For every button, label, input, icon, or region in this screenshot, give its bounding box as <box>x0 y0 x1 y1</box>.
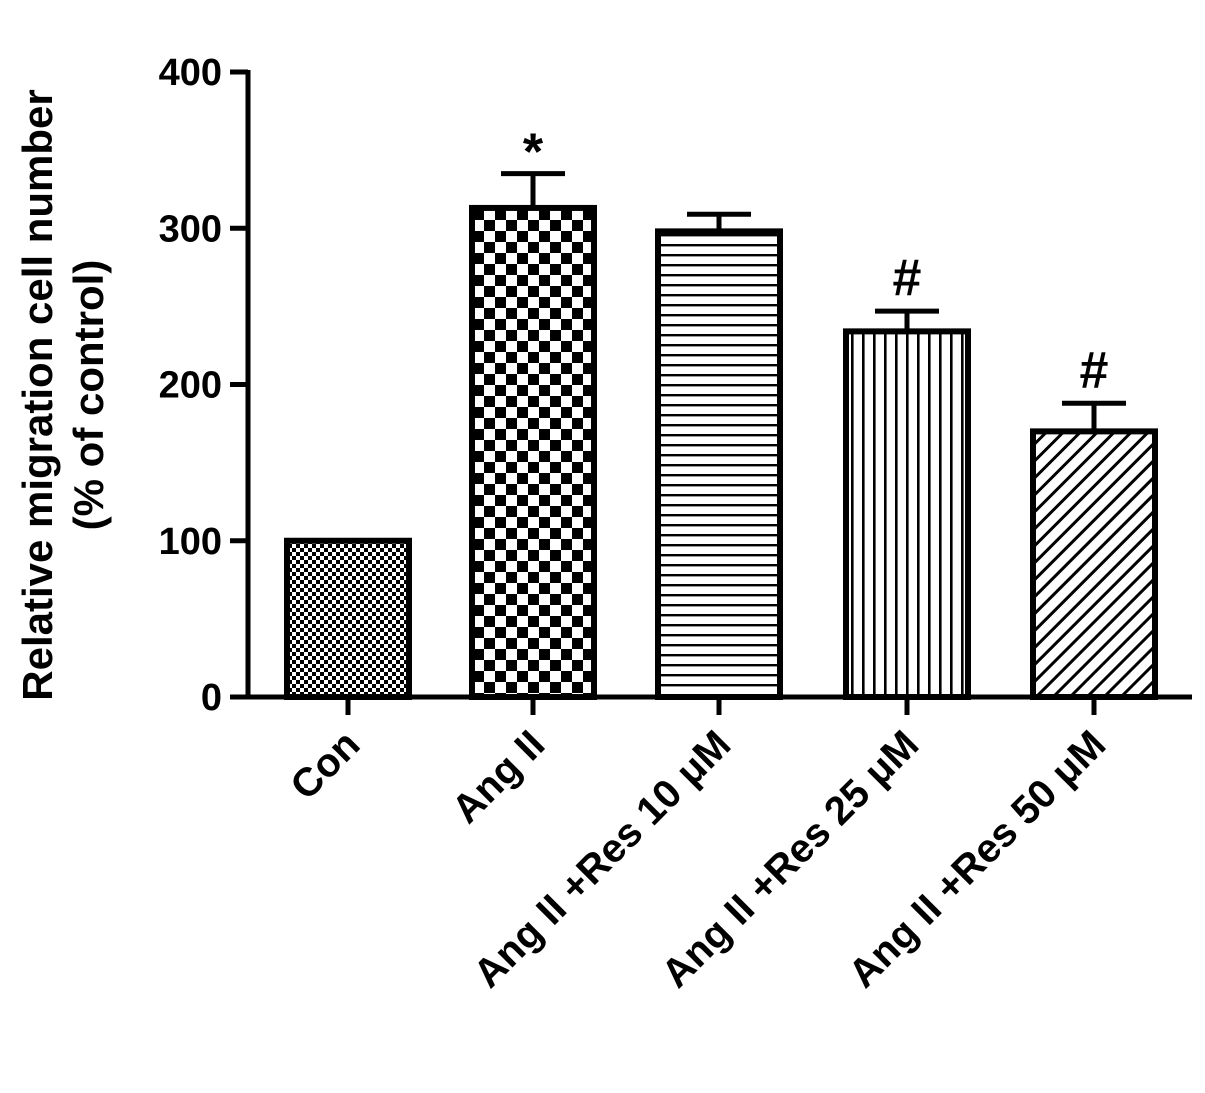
bar <box>1030 428 1158 700</box>
y-tick-label: 400 <box>159 52 222 94</box>
y-tick-label: 100 <box>159 521 222 563</box>
bars <box>284 204 1158 700</box>
error-bars <box>501 171 1126 432</box>
bar <box>284 537 412 700</box>
annotations: * # # <box>523 124 1109 400</box>
y-tick-label: 0 <box>201 677 222 719</box>
y-axis-label: Relative migration cell number (% of con… <box>14 89 112 701</box>
x-tick-label: Con <box>282 722 368 808</box>
significance-marker: # <box>1080 341 1109 399</box>
y-tick-label: 200 <box>159 365 222 407</box>
bar <box>843 328 971 700</box>
bar <box>469 204 597 700</box>
significance-marker: * <box>523 124 544 182</box>
y-axis-label-line-2: (% of control) <box>65 260 112 531</box>
y-axis-label-line-1: Relative migration cell number <box>14 89 61 701</box>
y-axis: 0 100 200 300 400 <box>159 52 251 719</box>
x-tick-label: Ang II <box>444 722 554 832</box>
y-tick-label: 300 <box>159 208 222 250</box>
bar <box>655 228 783 700</box>
significance-marker: # <box>893 249 922 307</box>
